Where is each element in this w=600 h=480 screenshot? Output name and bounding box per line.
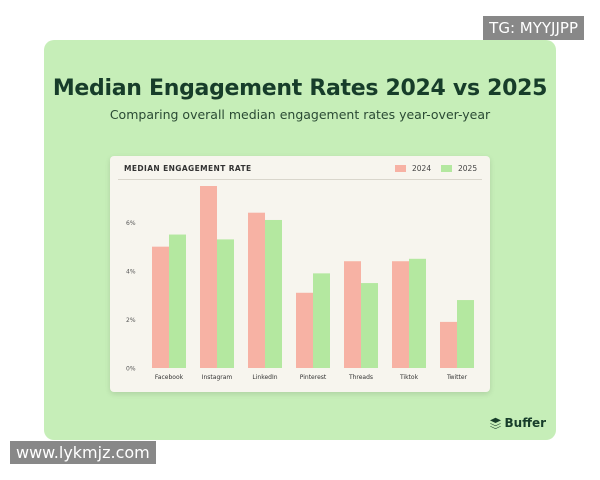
legend-label-2025: 2025	[458, 164, 478, 173]
watermark-top: TG: MYYJJPP	[483, 16, 584, 40]
x-tick-label: Threads	[348, 374, 373, 381]
bar-plot: 0% 2% 4% 6% Facebook Instagram LinkedIn Pintere…	[126, 186, 474, 381]
y-tick-label: 6%	[126, 220, 136, 227]
buffer-brand-name: Buffer	[504, 416, 546, 430]
bar-2025-instagram	[217, 239, 234, 368]
bar-2024-facebook	[152, 246, 169, 368]
chart-card: Median Engagement Rates 2024 vs 2025 Com…	[44, 40, 556, 440]
buffer-brand: Buffer	[489, 416, 546, 430]
bar-2025-facebook	[169, 234, 186, 368]
bar-2025-tiktok	[409, 258, 426, 368]
bar-2024-linkedin	[248, 212, 265, 368]
y-tick-label: 0%	[126, 366, 136, 373]
x-tick-label: Facebook	[155, 374, 184, 381]
chart-title: Median Engagement Rates 2024 vs 2025	[52, 76, 548, 101]
x-tick-label: LinkedIn	[252, 374, 277, 381]
y-tick-label: 4%	[126, 268, 136, 275]
x-tick-label: Instagram	[202, 374, 233, 381]
y-tick-label: 2%	[126, 317, 136, 324]
bar-2025-linkedin	[265, 219, 282, 368]
buffer-logo-icon	[489, 417, 501, 429]
x-tick-label: Twitter	[446, 374, 468, 381]
legend-swatch-2024	[395, 165, 406, 172]
bar-2024-tiktok	[392, 261, 409, 368]
legend-label-2024: 2024	[412, 164, 432, 173]
bar-2025-pinterest	[313, 273, 330, 368]
x-tick-label: Pinterest	[300, 374, 327, 381]
legend-item-2025: 2025	[441, 164, 477, 173]
chart-subtitle: Comparing overall median engagement rate…	[109, 107, 491, 122]
panel-title: MEDIAN ENGAGEMENT RATE	[124, 164, 252, 173]
legend-item-2024: 2024	[395, 164, 431, 173]
watermark-bottom: www.lykmjz.com	[10, 441, 156, 464]
bar-2024-pinterest	[296, 292, 313, 368]
bar-2024-twitter	[440, 321, 457, 368]
bar-2025-twitter	[457, 300, 474, 368]
bar-2024-instagram	[200, 186, 217, 368]
chart-panel: MEDIAN ENGAGEMENT RATE 2024 2025 0% 2% 4% 6…	[110, 156, 490, 392]
legend-swatch-2025	[441, 165, 452, 172]
x-tick-label: Tiktok	[399, 374, 419, 381]
bar-2025-threads	[361, 283, 378, 368]
panel-divider	[118, 179, 482, 180]
bar-2024-threads	[344, 261, 361, 368]
